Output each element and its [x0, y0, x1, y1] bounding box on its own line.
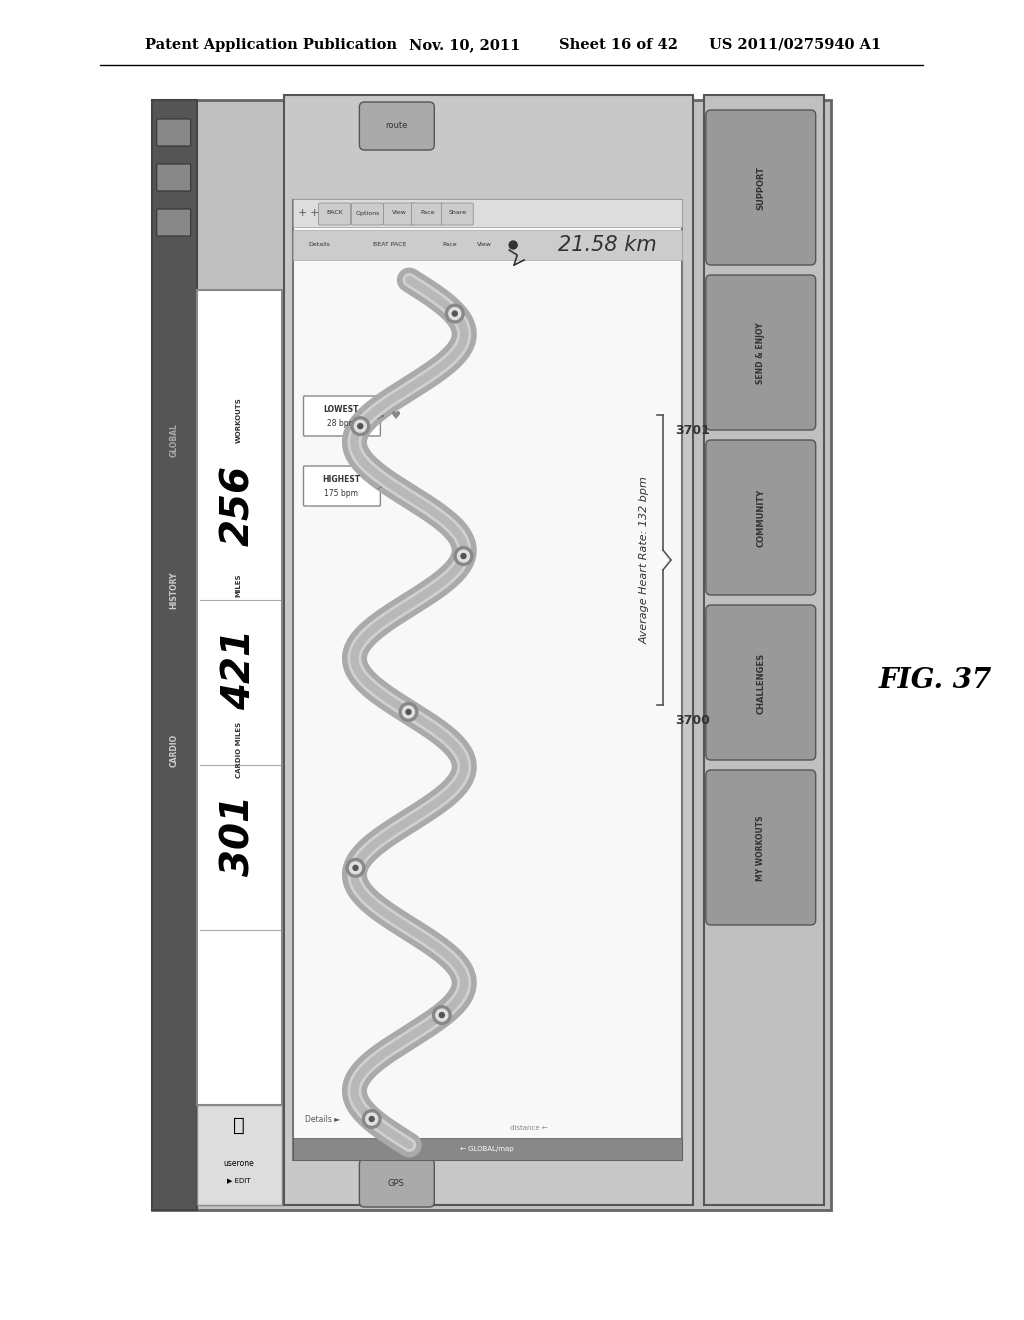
FancyBboxPatch shape	[197, 1105, 282, 1205]
Text: HIGHEST: HIGHEST	[323, 475, 360, 484]
FancyBboxPatch shape	[359, 1159, 434, 1206]
FancyBboxPatch shape	[303, 396, 380, 436]
Text: Options: Options	[355, 210, 380, 215]
FancyBboxPatch shape	[157, 164, 190, 191]
Text: 421: 421	[219, 630, 258, 710]
Text: Average Heart Rate: 132 bpm: Average Heart Rate: 132 bpm	[640, 477, 650, 644]
Text: View: View	[392, 210, 407, 215]
Circle shape	[370, 1117, 374, 1122]
Circle shape	[402, 706, 415, 718]
FancyBboxPatch shape	[383, 203, 416, 224]
Circle shape	[406, 709, 411, 714]
FancyBboxPatch shape	[706, 110, 816, 265]
FancyBboxPatch shape	[293, 199, 682, 227]
FancyBboxPatch shape	[293, 201, 682, 1160]
Text: userone: userone	[223, 1159, 254, 1167]
FancyBboxPatch shape	[293, 230, 682, 260]
Text: Pace: Pace	[442, 243, 457, 248]
Text: CHALLENGES: CHALLENGES	[757, 652, 765, 714]
FancyBboxPatch shape	[703, 95, 823, 1205]
Text: HISTORY: HISTORY	[169, 572, 178, 609]
Circle shape	[461, 553, 466, 558]
Circle shape	[362, 1110, 381, 1129]
Text: CARDIO MILES: CARDIO MILES	[236, 722, 242, 777]
FancyBboxPatch shape	[284, 95, 693, 1205]
FancyBboxPatch shape	[351, 203, 383, 224]
Circle shape	[433, 1006, 451, 1024]
FancyBboxPatch shape	[706, 275, 816, 430]
FancyBboxPatch shape	[706, 440, 816, 595]
Circle shape	[509, 242, 517, 249]
Text: route: route	[385, 121, 408, 131]
Text: Details ►: Details ►	[304, 1115, 340, 1125]
Circle shape	[353, 866, 358, 870]
FancyBboxPatch shape	[359, 102, 434, 150]
FancyBboxPatch shape	[318, 203, 350, 224]
Text: ← GLOBAL/map: ← GLOBAL/map	[461, 1146, 514, 1152]
Circle shape	[445, 305, 464, 322]
FancyBboxPatch shape	[152, 100, 830, 1210]
Text: Patent Application Publication: Patent Application Publication	[144, 38, 396, 51]
Text: COMMUNITY: COMMUNITY	[757, 488, 765, 546]
Text: distance ←: distance ←	[510, 1125, 548, 1131]
Text: 🏃: 🏃	[232, 1115, 245, 1134]
Circle shape	[439, 1012, 444, 1018]
Text: Sheet 16 of 42: Sheet 16 of 42	[559, 38, 678, 51]
Text: 301: 301	[219, 795, 258, 875]
FancyBboxPatch shape	[157, 119, 190, 147]
Text: 256: 256	[219, 465, 258, 545]
Circle shape	[449, 308, 461, 319]
Circle shape	[346, 859, 365, 876]
Text: CARDIO: CARDIO	[169, 734, 178, 767]
Circle shape	[351, 417, 370, 436]
Circle shape	[349, 862, 361, 874]
Text: GPS: GPS	[388, 1179, 404, 1188]
FancyBboxPatch shape	[157, 209, 190, 236]
Text: US 2011/0275940 A1: US 2011/0275940 A1	[709, 38, 881, 51]
FancyBboxPatch shape	[152, 100, 197, 1210]
Text: ▶ EDIT: ▶ EDIT	[227, 1177, 250, 1183]
Text: +: +	[310, 209, 319, 218]
Circle shape	[354, 420, 367, 432]
Text: SUPPORT: SUPPORT	[757, 166, 765, 210]
Text: 28 bpm: 28 bpm	[327, 418, 356, 428]
Text: Details: Details	[308, 243, 331, 248]
FancyBboxPatch shape	[412, 203, 443, 224]
Text: SEND & ENJOY: SEND & ENJOY	[757, 322, 765, 384]
FancyBboxPatch shape	[303, 466, 380, 506]
Text: GLOBAL: GLOBAL	[169, 424, 178, 457]
Text: LOWEST: LOWEST	[324, 405, 359, 414]
Circle shape	[357, 424, 362, 429]
Circle shape	[436, 1008, 447, 1022]
Text: FIG. 37: FIG. 37	[879, 667, 992, 693]
Text: ♥: ♥	[391, 411, 401, 421]
Circle shape	[399, 704, 418, 721]
Text: 21.58 km: 21.58 km	[558, 235, 657, 255]
Text: Pace: Pace	[420, 210, 434, 215]
Text: BACK: BACK	[326, 210, 343, 215]
Circle shape	[453, 312, 458, 315]
Text: +: +	[298, 209, 307, 218]
Text: Share: Share	[449, 210, 466, 215]
Text: BEAT PACE: BEAT PACE	[373, 243, 407, 248]
FancyBboxPatch shape	[706, 770, 816, 925]
Circle shape	[455, 546, 472, 565]
Text: MY WORKOUTS: MY WORKOUTS	[757, 816, 765, 880]
Text: ♥: ♥	[391, 480, 401, 491]
Text: Nov. 10, 2011: Nov. 10, 2011	[410, 38, 521, 51]
Text: 175 bpm: 175 bpm	[325, 488, 358, 498]
Circle shape	[458, 550, 469, 562]
Text: 3700: 3700	[675, 714, 710, 726]
FancyBboxPatch shape	[706, 605, 816, 760]
Text: 3701: 3701	[675, 424, 710, 437]
Text: View: View	[477, 243, 492, 248]
Text: MILES: MILES	[236, 573, 242, 597]
FancyBboxPatch shape	[293, 1138, 682, 1160]
Text: WORKOUTS: WORKOUTS	[236, 397, 242, 444]
Circle shape	[366, 1113, 378, 1125]
FancyBboxPatch shape	[197, 290, 282, 1105]
FancyBboxPatch shape	[441, 203, 473, 224]
